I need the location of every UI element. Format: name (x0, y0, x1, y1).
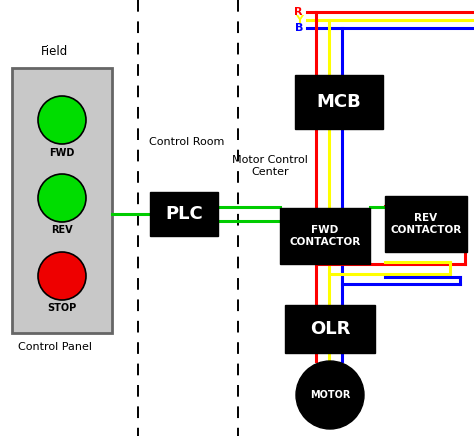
FancyBboxPatch shape (285, 305, 375, 353)
FancyBboxPatch shape (385, 196, 467, 252)
Text: B: B (295, 23, 303, 33)
Text: Field: Field (41, 45, 69, 58)
Circle shape (38, 174, 86, 222)
Text: Y: Y (295, 15, 303, 25)
Text: FWD
CONTACTOR: FWD CONTACTOR (289, 225, 361, 247)
Text: Control Room: Control Room (149, 137, 225, 147)
Circle shape (38, 252, 86, 300)
Text: REV
CONTACTOR: REV CONTACTOR (391, 213, 462, 235)
FancyBboxPatch shape (12, 68, 112, 333)
Circle shape (296, 361, 364, 429)
Text: FWD: FWD (49, 148, 75, 158)
Text: Motor Control
Center: Motor Control Center (232, 155, 308, 177)
Text: STOP: STOP (47, 303, 77, 313)
Text: R: R (294, 7, 303, 17)
Text: Control Panel: Control Panel (18, 342, 92, 352)
Circle shape (38, 96, 86, 144)
Text: REV: REV (51, 225, 73, 235)
Text: PLC: PLC (165, 205, 203, 223)
Text: MOTOR: MOTOR (310, 390, 350, 400)
FancyBboxPatch shape (280, 208, 370, 264)
FancyBboxPatch shape (295, 75, 383, 129)
Text: OLR: OLR (310, 320, 350, 338)
FancyBboxPatch shape (150, 192, 218, 236)
Text: MCB: MCB (317, 93, 361, 111)
